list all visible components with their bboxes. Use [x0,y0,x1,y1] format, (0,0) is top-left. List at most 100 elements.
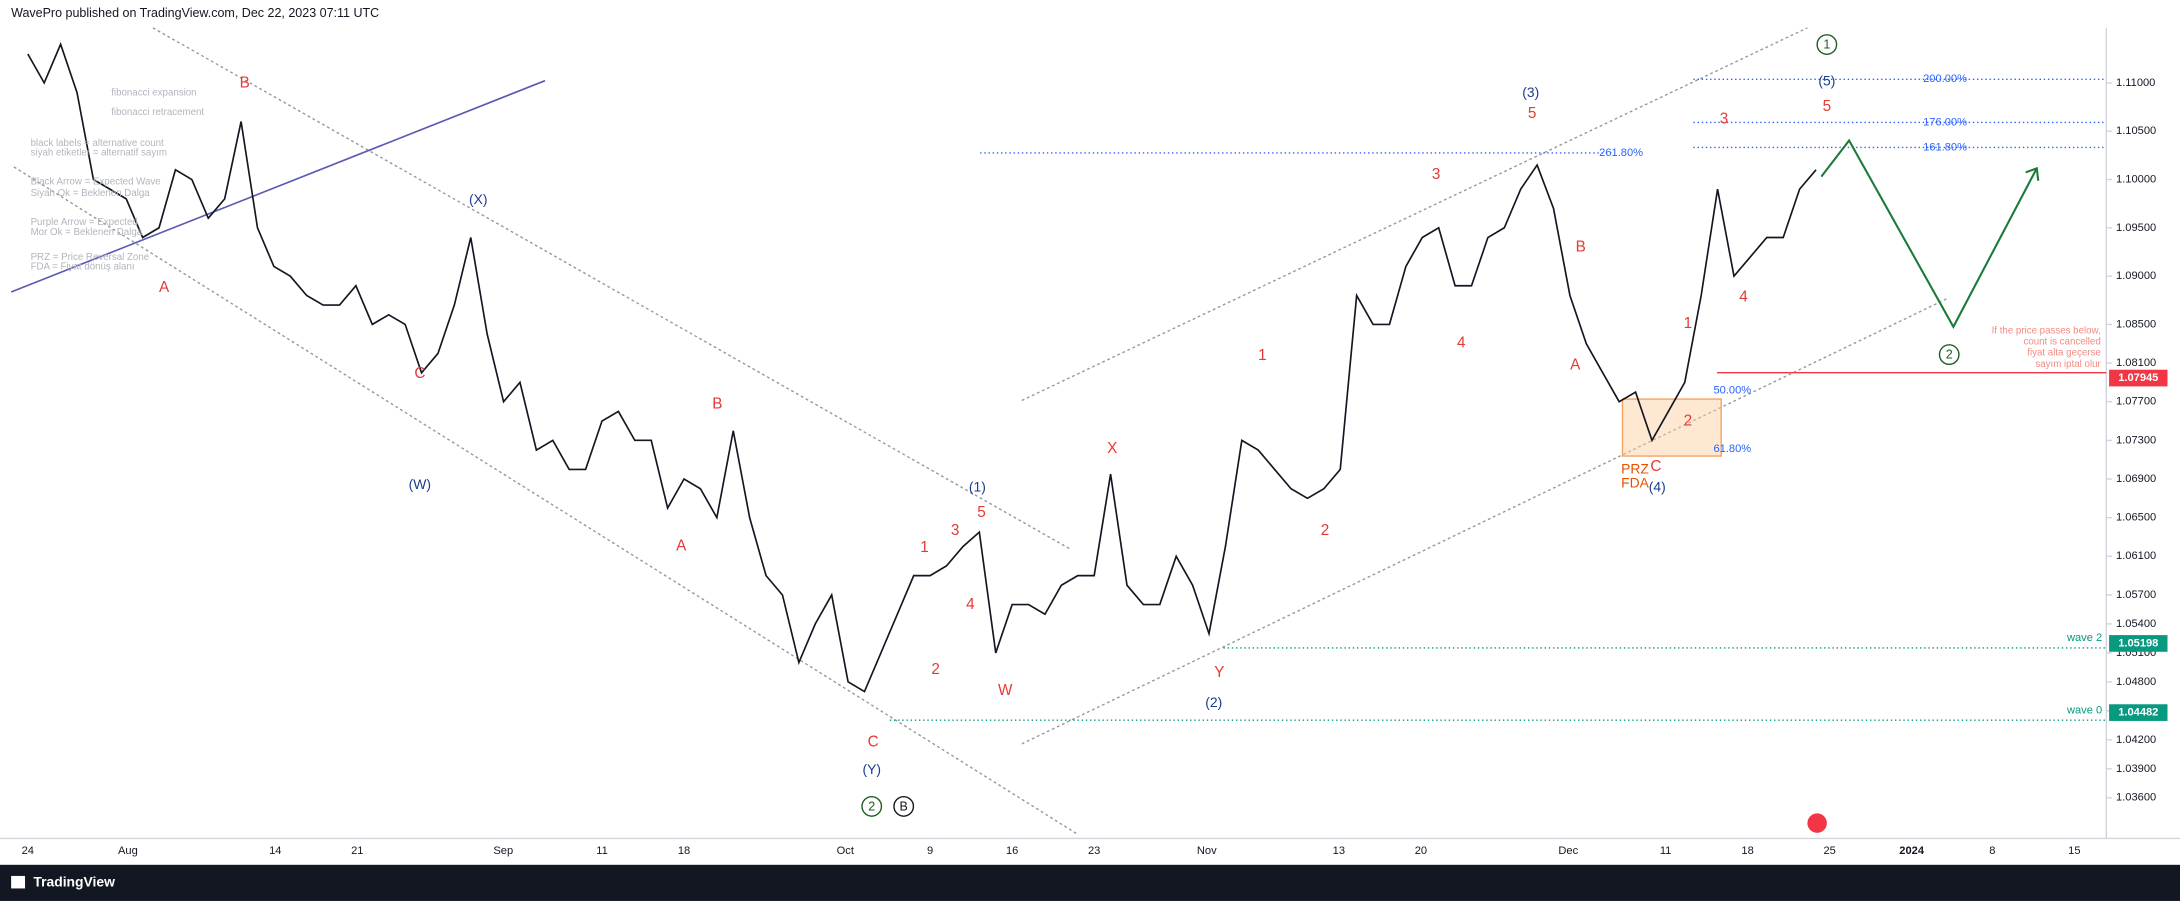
legend-note: FDA = Fiyat dönüş alanı [31,262,135,273]
x-tick-label: 15 [2068,845,2080,857]
footer-bar [0,864,2180,901]
wave-label: (1) [969,479,986,495]
wave-label: 1 [920,539,929,556]
fib-label: 176.00% [1923,116,1967,128]
circled-label: 2 [1946,348,1953,362]
price-tag [2109,635,2168,652]
wave-label: (3) [1522,84,1539,100]
wave-label: X [1107,440,1117,457]
price-tag-label: 1.07945 [2118,372,2158,384]
wave-label: 1 [1258,347,1267,364]
note: fiyat alta geçerse [2027,348,2100,359]
circled-label: 1 [1823,38,1830,52]
wave-label: B [1576,239,1586,256]
circled-label: 2 [868,799,875,813]
purple-arrow [10,79,546,293]
header-bar [0,0,2180,28]
circle-marker [861,795,883,817]
x-tick-label: 25 [1823,845,1835,857]
channel-line [1021,298,1947,745]
wave-label: (W) [409,476,431,492]
price-tag [2109,369,2168,387]
price-tag [2109,704,2168,721]
x-tick-label: Oct [837,845,854,857]
fib-label: 200.00% [1923,73,1967,85]
note: sayım iptal olur [2035,359,2101,370]
y-tick-label: 1.09000 [2116,270,2156,282]
arrow-head [2025,166,2040,181]
wave-label: 4 [1457,334,1466,351]
legend-note: fibonacci retracement [111,107,204,118]
x-tick-label: 24 [22,845,34,857]
wave-label: B [712,396,722,413]
fib-label: 61.80% [1713,443,1751,455]
y-tick-label: 1.05400 [2116,618,2156,630]
wave-label: A [676,537,687,554]
legend-note: Mor Ok = Beklenen Dalga [31,227,143,238]
footer: TradingView [33,874,115,890]
wave-label: C [868,733,879,750]
channel-line [152,27,1071,550]
x-tick-label: 21 [351,845,363,857]
wave-label: (5) [1818,73,1835,89]
legend-note: Black Arrow = Expected Wave [31,177,161,188]
y-tick-label: 1.06500 [2116,512,2156,524]
legend-note: black labels = alternative count [31,138,164,149]
wave-label: 5 [977,504,986,521]
x-tick-label: 13 [1333,845,1345,857]
circle-marker [893,795,915,817]
wave-label: W [998,682,1013,699]
prz-box [1621,398,1722,457]
x-tick-label: 8 [1989,845,1995,857]
x-tick-label: 23 [1088,845,1100,857]
x-tick-label: 18 [678,845,690,857]
x-tick-label: 11 [1660,845,1672,857]
wave-label: 5 [1823,98,1832,115]
x-tick-label: 11 [596,845,608,857]
fib-label: 50.00% [1713,385,1751,397]
x-tick-label: 14 [269,845,281,857]
x-tick-label: Nov [1197,845,1217,857]
x-tick-label: 16 [1006,845,1018,857]
legend-note: PRZ = Price Reversal Zone [31,252,150,263]
wave-label: 5 [1528,105,1537,122]
note: count is cancelled [2023,337,2100,348]
x-tick-label: 20 [1415,845,1427,857]
note: If the price passes below, [1992,325,2101,336]
x-tick-label: 18 [1741,845,1753,857]
y-tick-label: 1.06900 [2116,473,2156,485]
wave-label: 4 [966,596,975,613]
y-tick-label: 1.06100 [2116,550,2156,562]
wave-label: 3 [1432,166,1441,183]
y-tick-label: 1.10000 [2116,173,2156,185]
channel-line [1021,27,1808,402]
y-tick-label: 1.09500 [2116,222,2156,234]
y-tick-label: 1.04200 [2116,734,2156,746]
price-line [27,41,1817,693]
wave-label: A [1570,357,1581,374]
y-tick-label: 1.08100 [2116,357,2156,369]
y-tick-label: 1.11000 [2116,77,2155,89]
legend-note: siyah etiketler = alternatif sayım [31,148,167,159]
wave-label: C [1650,458,1661,475]
legend-note: Siyah Ok = Beklenen Dalga [31,188,151,199]
wave-label: (2) [1205,694,1222,710]
event-icon [1807,813,1827,833]
y-tick-label: 1.08500 [2116,318,2156,330]
x-tick-label: Sep [493,845,513,857]
wave-label: PRZ [1621,461,1649,477]
y-tick-label: 1.07300 [2116,434,2156,446]
circled-label: B [900,799,908,813]
fib-label: 261.80% [1599,147,1643,159]
x-tick-label: Aug [118,845,138,857]
x-tick-label: 2024 [1899,845,1925,857]
price-tag-label: 1.05198 [2118,637,2158,649]
wave-label: 1 [1684,315,1693,332]
price-tag-label: 1.04482 [2118,707,2158,719]
wave-label: 2 [1321,522,1330,539]
wave-label: B [240,74,250,91]
circle-marker [1816,34,1838,55]
circle-marker [1938,344,1960,365]
header: WavePro published on TradingView.com, De… [11,6,379,20]
